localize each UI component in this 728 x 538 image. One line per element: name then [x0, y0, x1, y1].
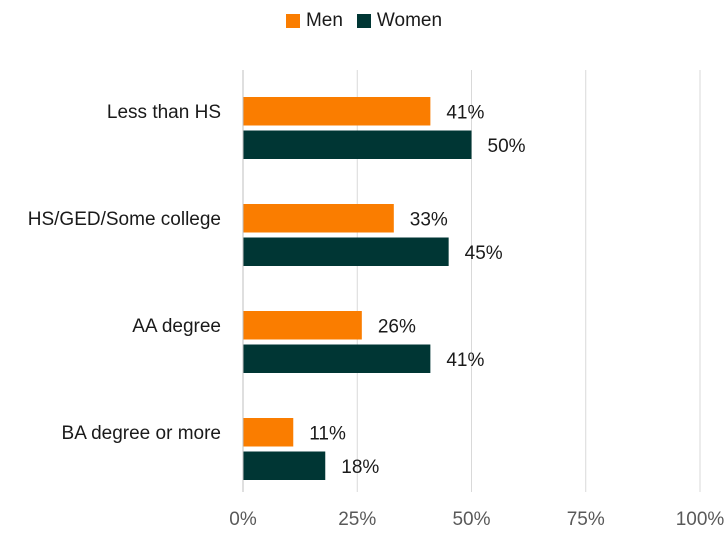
category-label-0: Less than HS — [107, 102, 221, 123]
data-label-men-1: 33% — [410, 209, 448, 230]
category-label-2: AA degree — [132, 316, 221, 337]
bar-women-3 — [243, 451, 326, 480]
x-tick-label-0: 0% — [229, 509, 257, 530]
data-label-men-0: 41% — [446, 102, 484, 123]
legend: Men Women — [0, 10, 728, 32]
data-label-men-2: 26% — [378, 316, 416, 337]
x-tick-label-3: 75% — [567, 509, 605, 530]
data-label-women-1: 45% — [465, 243, 503, 264]
bar-men-3 — [243, 418, 294, 447]
data-label-women-0: 50% — [488, 136, 526, 157]
x-tick-label-4: 100% — [676, 509, 725, 530]
legend-item-women: Women — [356, 10, 443, 32]
bar-men-2 — [243, 311, 362, 340]
legend-swatch-women — [356, 14, 371, 28]
legend-label-women: Women — [376, 10, 443, 31]
x-tick-label-2: 50% — [452, 509, 490, 530]
category-label-1: HS/GED/Some college — [28, 209, 221, 230]
bar-women-1 — [243, 237, 449, 266]
category-label-3: BA degree or more — [62, 423, 221, 444]
legend-label-men: Men — [305, 10, 343, 31]
data-label-women-2: 41% — [446, 350, 484, 371]
x-tick-label-1: 25% — [338, 509, 376, 530]
data-label-women-3: 18% — [341, 457, 379, 478]
legend-item-men: Men — [285, 10, 343, 32]
bar-men-1 — [243, 204, 394, 233]
bar-women-0 — [243, 130, 472, 159]
legend-swatch-men — [285, 14, 300, 28]
bar-men-0 — [243, 97, 431, 126]
bar-women-2 — [243, 344, 431, 373]
data-label-men-3: 11% — [309, 423, 346, 444]
